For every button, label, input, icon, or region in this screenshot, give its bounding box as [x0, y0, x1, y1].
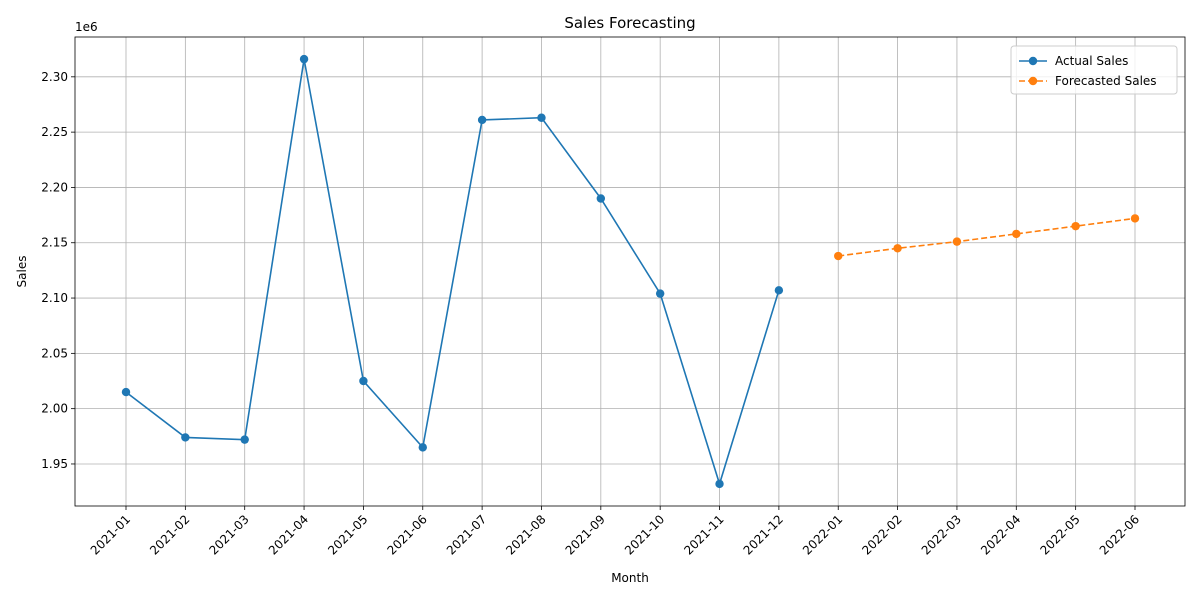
data-point — [1130, 214, 1140, 223]
x-tick-label: 2021-01 — [88, 512, 133, 557]
data-point — [418, 443, 427, 452]
series-layer — [121, 54, 1140, 489]
x-tick-label: 2022-03 — [919, 512, 964, 557]
data-point — [596, 194, 606, 203]
legend-swatch-marker — [1028, 76, 1038, 86]
data-point — [240, 435, 249, 444]
grid-lines — [75, 37, 1185, 506]
data-point — [181, 433, 190, 442]
data-point — [952, 237, 962, 246]
y-axis-offset-label: 1e6 — [75, 20, 98, 34]
x-tick-label: 2022-04 — [978, 512, 1023, 557]
data-point — [359, 376, 368, 386]
y-tick-label: 2.20 — [41, 180, 68, 194]
x-tick-label: 2022-05 — [1037, 512, 1082, 557]
series-actual-sales — [121, 54, 784, 489]
y-tick-label: 1.95 — [41, 457, 68, 471]
x-tick-label: 2021-11 — [681, 512, 726, 557]
x-axis-label: Month — [611, 571, 649, 585]
x-tick-label: 2021-10 — [622, 512, 667, 557]
legend-box — [1010, 45, 1178, 95]
x-tick-label: 2021-08 — [503, 512, 548, 557]
y-tick-label: 2.10 — [41, 291, 68, 305]
y-tick-label: 2.25 — [41, 125, 68, 139]
series-line — [125, 58, 780, 487]
data-point — [121, 387, 131, 397]
x-tick-label: 2021-12 — [741, 512, 786, 557]
x-axis-ticks: 2021-01 2021-02 2021-03 2021-04 2021-05 2021-… — [88, 506, 1142, 558]
y-tick-label: 2.15 — [41, 236, 68, 250]
series-forecasted-sales — [834, 214, 1140, 261]
legend: Actual Sales Forecasted Sales — [1010, 45, 1178, 95]
x-tick-label: 2021-02 — [147, 512, 192, 557]
y-axis-ticks: 1.95 2.00 2.05 2.10 2.15 2.20 2.25 2.30 — [41, 70, 75, 471]
data-point — [655, 289, 665, 298]
x-tick-label: 2022-01 — [800, 512, 845, 557]
y-axis-label: Sales — [15, 256, 29, 288]
legend-entry-label: Forecasted Sales — [1055, 74, 1157, 88]
data-point — [1071, 221, 1080, 231]
x-tick-label: 2021-06 — [385, 512, 430, 557]
data-point — [893, 244, 902, 253]
data-point — [1012, 229, 1021, 239]
legend-entry-label: Actual Sales — [1055, 54, 1128, 68]
data-point — [834, 251, 843, 261]
legend-swatch-marker — [1028, 56, 1038, 66]
x-tick-label: 2022-02 — [859, 512, 904, 557]
y-tick-label: 2.05 — [41, 346, 68, 360]
plot-frame — [74, 36, 1186, 507]
x-tick-label: 2022-06 — [1097, 512, 1142, 557]
data-point — [715, 479, 724, 489]
x-tick-label: 2021-04 — [266, 512, 311, 557]
data-point — [299, 54, 309, 64]
chart-title: Sales Forecasting — [564, 14, 695, 32]
x-tick-label: 2021-09 — [563, 512, 608, 557]
x-tick-label: 2021-07 — [444, 512, 489, 557]
x-tick-label: 2021-05 — [325, 512, 370, 557]
y-tick-label: 2.00 — [41, 402, 68, 416]
data-point — [774, 286, 784, 295]
y-tick-label: 2.30 — [41, 70, 68, 84]
data-point — [477, 115, 487, 125]
x-tick-label: 2021-03 — [206, 512, 251, 557]
series-line — [838, 217, 1136, 257]
data-point — [537, 113, 546, 122]
